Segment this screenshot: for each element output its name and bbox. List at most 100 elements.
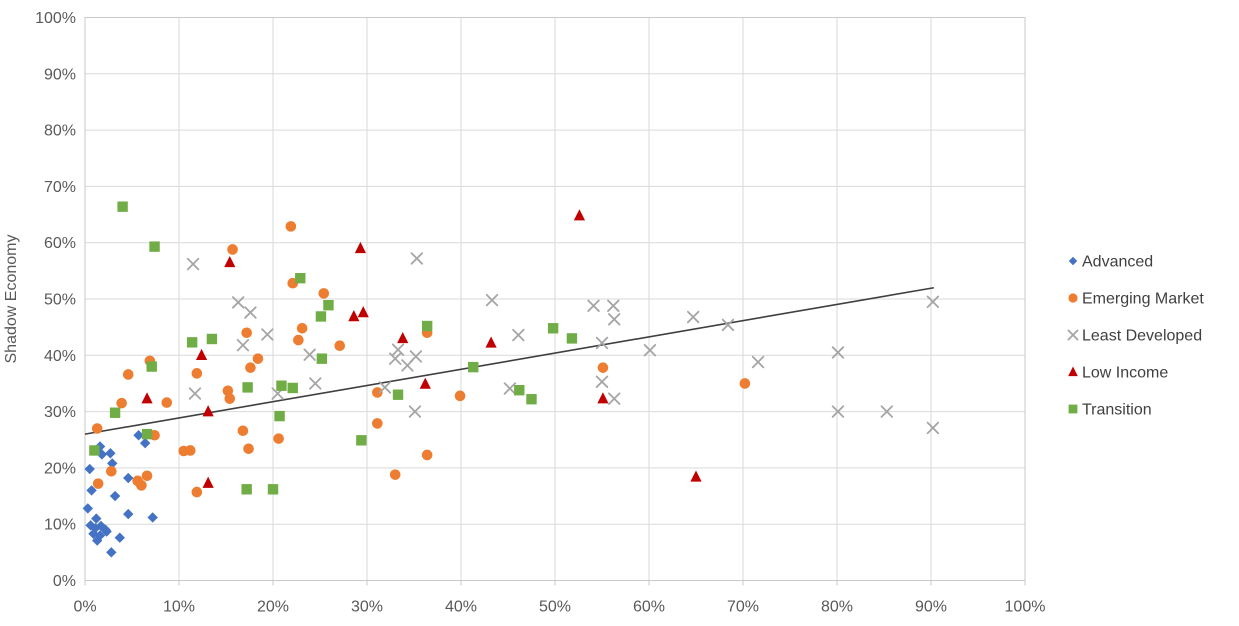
- data-point-x: [926, 295, 940, 309]
- data-point-triangle: [195, 348, 208, 361]
- x-tick-label: 0%: [73, 599, 96, 616]
- data-point-x: [244, 306, 257, 319]
- data-point-x: [751, 355, 765, 369]
- data-point-square: [274, 410, 285, 422]
- data-point-square: [241, 484, 252, 495]
- legend: Advanced Emerging Market Least Developed Lo…: [1067, 254, 1204, 419]
- data-point-circle: [285, 221, 297, 232]
- data-point-x: [389, 352, 402, 365]
- legend-label: Emerging Market: [1082, 291, 1204, 308]
- data-point-circle: [273, 433, 284, 444]
- x-tick-label: 90%: [915, 599, 947, 616]
- data-point-triangle: [357, 306, 369, 318]
- data-point-x: [721, 318, 735, 332]
- data-point-square: [206, 333, 218, 345]
- data-point-x: [608, 313, 621, 326]
- data-point-diamond: [107, 458, 118, 469]
- data-point-triangle: [485, 336, 497, 348]
- data-point-circle: [252, 353, 264, 364]
- y-tick-label: 20%: [44, 460, 76, 477]
- data-point-x: [186, 257, 200, 271]
- data-point-square: [287, 382, 298, 394]
- data-point-diamond: [139, 437, 151, 449]
- data-point-triangle: [690, 470, 702, 482]
- data-point-triangle: [141, 392, 153, 404]
- data-point-circle: [334, 340, 346, 352]
- data-point-x: [1067, 329, 1079, 341]
- legend-item-least-developed: Least Developed: [1067, 328, 1202, 345]
- series-advanced: [82, 430, 158, 558]
- y-tick-label: 40%: [44, 348, 76, 365]
- data-point-diamond: [95, 520, 107, 532]
- x-tick-label: 80%: [821, 599, 853, 616]
- data-point-x: [595, 336, 609, 350]
- y-tick-label: 10%: [44, 517, 76, 534]
- data-point-x: [831, 405, 845, 418]
- data-point-circle: [141, 470, 153, 482]
- data-point-circle: [241, 327, 252, 339]
- data-point-diamond: [92, 535, 103, 546]
- y-tick-label: 60%: [44, 235, 76, 252]
- data-point-x: [303, 348, 316, 361]
- data-point-circle: [372, 418, 383, 429]
- data-point-diamond: [133, 430, 144, 441]
- data-point-x: [686, 310, 700, 324]
- x-tick-label: 100%: [1005, 599, 1046, 616]
- data-point-square: [267, 484, 279, 495]
- y-axis-title: Shadow Economy: [3, 235, 20, 364]
- y-tick-label: 70%: [44, 179, 76, 196]
- data-point-circle: [237, 425, 249, 437]
- data-point-x: [512, 328, 525, 342]
- data-point-triangle: [348, 310, 360, 322]
- data-point-circle: [191, 486, 203, 498]
- data-point-circle: [245, 362, 256, 373]
- data-point-square: [356, 435, 367, 446]
- data-point-square: [146, 361, 157, 372]
- data-point-square: [392, 389, 404, 400]
- x-tick-label: 70%: [727, 599, 759, 616]
- legend-label: Advanced: [1082, 254, 1153, 271]
- data-point-square: [421, 320, 433, 332]
- y-tick-label: 80%: [44, 123, 76, 140]
- data-point-x: [831, 346, 845, 359]
- data-point-diamond: [101, 526, 112, 537]
- data-point-diamond: [147, 512, 158, 523]
- data-point-circle: [161, 397, 173, 408]
- data-point-square: [89, 445, 100, 456]
- data-point-circle: [293, 334, 304, 346]
- data-point-square: [315, 311, 327, 322]
- data-point-diamond: [86, 485, 97, 496]
- data-point-circle: [92, 478, 104, 489]
- data-point-circle: [296, 322, 308, 334]
- data-point-circle: [597, 362, 609, 373]
- legend-item-transition: Transition: [1068, 402, 1152, 419]
- y-axis-labels: 0% 10% 20% 30% 40% 50% 60% 70% 80% 90% 100%: [35, 10, 76, 590]
- data-point-x: [587, 299, 600, 312]
- data-point-diamond: [94, 530, 106, 541]
- data-point-diamond: [123, 508, 134, 520]
- data-point-triangle: [1068, 366, 1078, 377]
- x-axis-ticks: [84, 580, 1026, 586]
- data-point-circle: [122, 369, 134, 380]
- data-point-x: [410, 252, 424, 265]
- data-point-diamond: [106, 547, 117, 558]
- data-point-diamond: [114, 532, 125, 543]
- data-point-square: [316, 353, 328, 364]
- data-point-diamond: [84, 463, 95, 475]
- data-point-triangle: [224, 255, 236, 268]
- data-point-circle: [136, 480, 147, 491]
- data-point-square: [566, 333, 578, 344]
- data-point-square: [186, 337, 198, 348]
- legend-item-emerging-market: Emerging Market: [1068, 291, 1204, 308]
- legend-label: Low Income: [1082, 365, 1168, 382]
- legend-label: Transition: [1082, 402, 1152, 419]
- y-tick-label: 30%: [44, 404, 76, 421]
- data-point-circle: [372, 387, 383, 398]
- data-point-circle: [389, 469, 401, 480]
- data-point-x: [188, 387, 202, 400]
- x-tick-label: 50%: [539, 599, 571, 616]
- data-point-square: [468, 361, 479, 373]
- data-point-square: [242, 382, 253, 393]
